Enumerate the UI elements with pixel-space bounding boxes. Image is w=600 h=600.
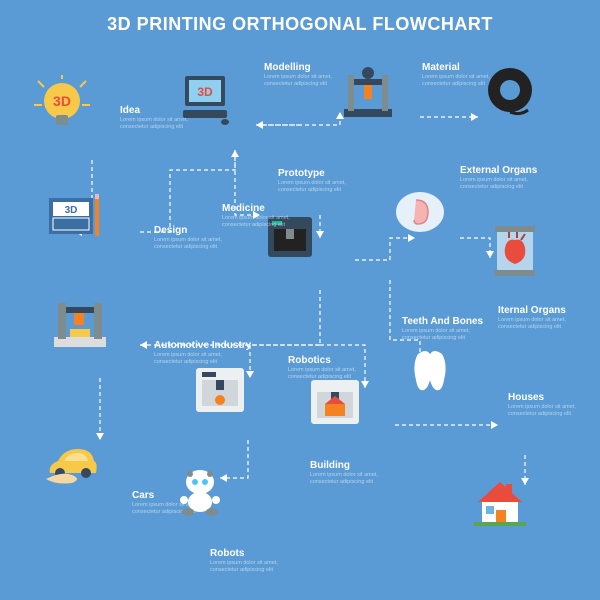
svg-text:3D: 3D [197,85,213,99]
node-cars [42,425,102,485]
label-material: Material [422,62,460,73]
idea-icon: 3D [32,75,92,135]
node-design: 3D [45,188,105,248]
sublabel-prototype: Lorem ipsum dolor sit amet, consectetur … [278,180,358,194]
modelling-icon: 3D [175,70,235,130]
label-int_organs: Iternal Organs [498,305,566,316]
auto-icon [50,295,110,355]
page-title: 3D PRINTING ORTHOGONAL FLOWCHART [0,0,600,45]
node-teeth [400,340,460,400]
svg-text:3D: 3D [53,93,71,109]
design-icon: 3D [45,188,105,248]
cars-icon [42,425,102,485]
material-icon [338,65,398,125]
label-modelling: Modelling [264,62,311,73]
spool-icon [480,60,540,120]
label-prototype: Prototype [278,168,325,179]
label-ext_organs: External Organs [460,165,537,176]
label-auto: Automotive Industry [154,340,251,351]
label-design: Design [154,225,187,236]
sublabel-robots: Lorem ipsum dolor sit amet, consectetur … [210,560,290,574]
teeth-icon [400,340,460,400]
sublabel-teeth: Lorem ipsum dolor sit amet, consectetur … [402,328,482,342]
sublabel-houses: Lorem ipsum dolor sit amet, consectetur … [508,404,588,418]
label-teeth: Teeth And Bones [402,316,483,327]
flowchart-canvas: 3D PRINTING ORTHOGONAL FLOWCHART 3D Idea L… [0,0,600,600]
node-robotics [190,360,250,420]
building-icon [305,372,365,432]
node-ext_organs [390,182,450,242]
label-idea: Idea [120,105,140,116]
node-material [338,65,398,125]
node-building [305,372,365,432]
node-auto [50,295,110,355]
node-robots [170,460,230,520]
sublabel-modelling: Lorem ipsum dolor sit amet, consectetur … [264,74,344,88]
label-cars: Cars [132,490,154,501]
node-modelling: 3D [175,70,235,130]
node-int_organs [485,220,545,280]
sublabel-building: Lorem ipsum dolor sit amet, consectetur … [310,472,390,486]
node-idea: 3D [32,75,92,135]
sublabel-design: Lorem ipsum dolor sit amet, consectetur … [154,237,234,251]
label-houses: Houses [508,392,544,403]
ext_organs-icon [390,182,450,242]
sublabel-ext_organs: Lorem ipsum dolor sit amet, consectetur … [460,177,540,191]
robotics-icon [190,360,250,420]
house-icon [470,470,530,530]
sublabel-medicine: Lorem ipsum dolor sit amet, consectetur … [222,215,302,229]
robots-icon [170,460,230,520]
label-medicine: Medicine [222,203,265,214]
label-robotics: Robotics [288,355,331,366]
svg-text:3D: 3D [65,205,78,216]
int_organs-icon [485,220,545,280]
node-house [470,470,530,530]
label-robots: Robots [210,548,244,559]
sublabel-int_organs: Lorem ipsum dolor sit amet, consectetur … [498,317,578,331]
node-spool [480,60,540,120]
label-building: Building [310,460,350,471]
